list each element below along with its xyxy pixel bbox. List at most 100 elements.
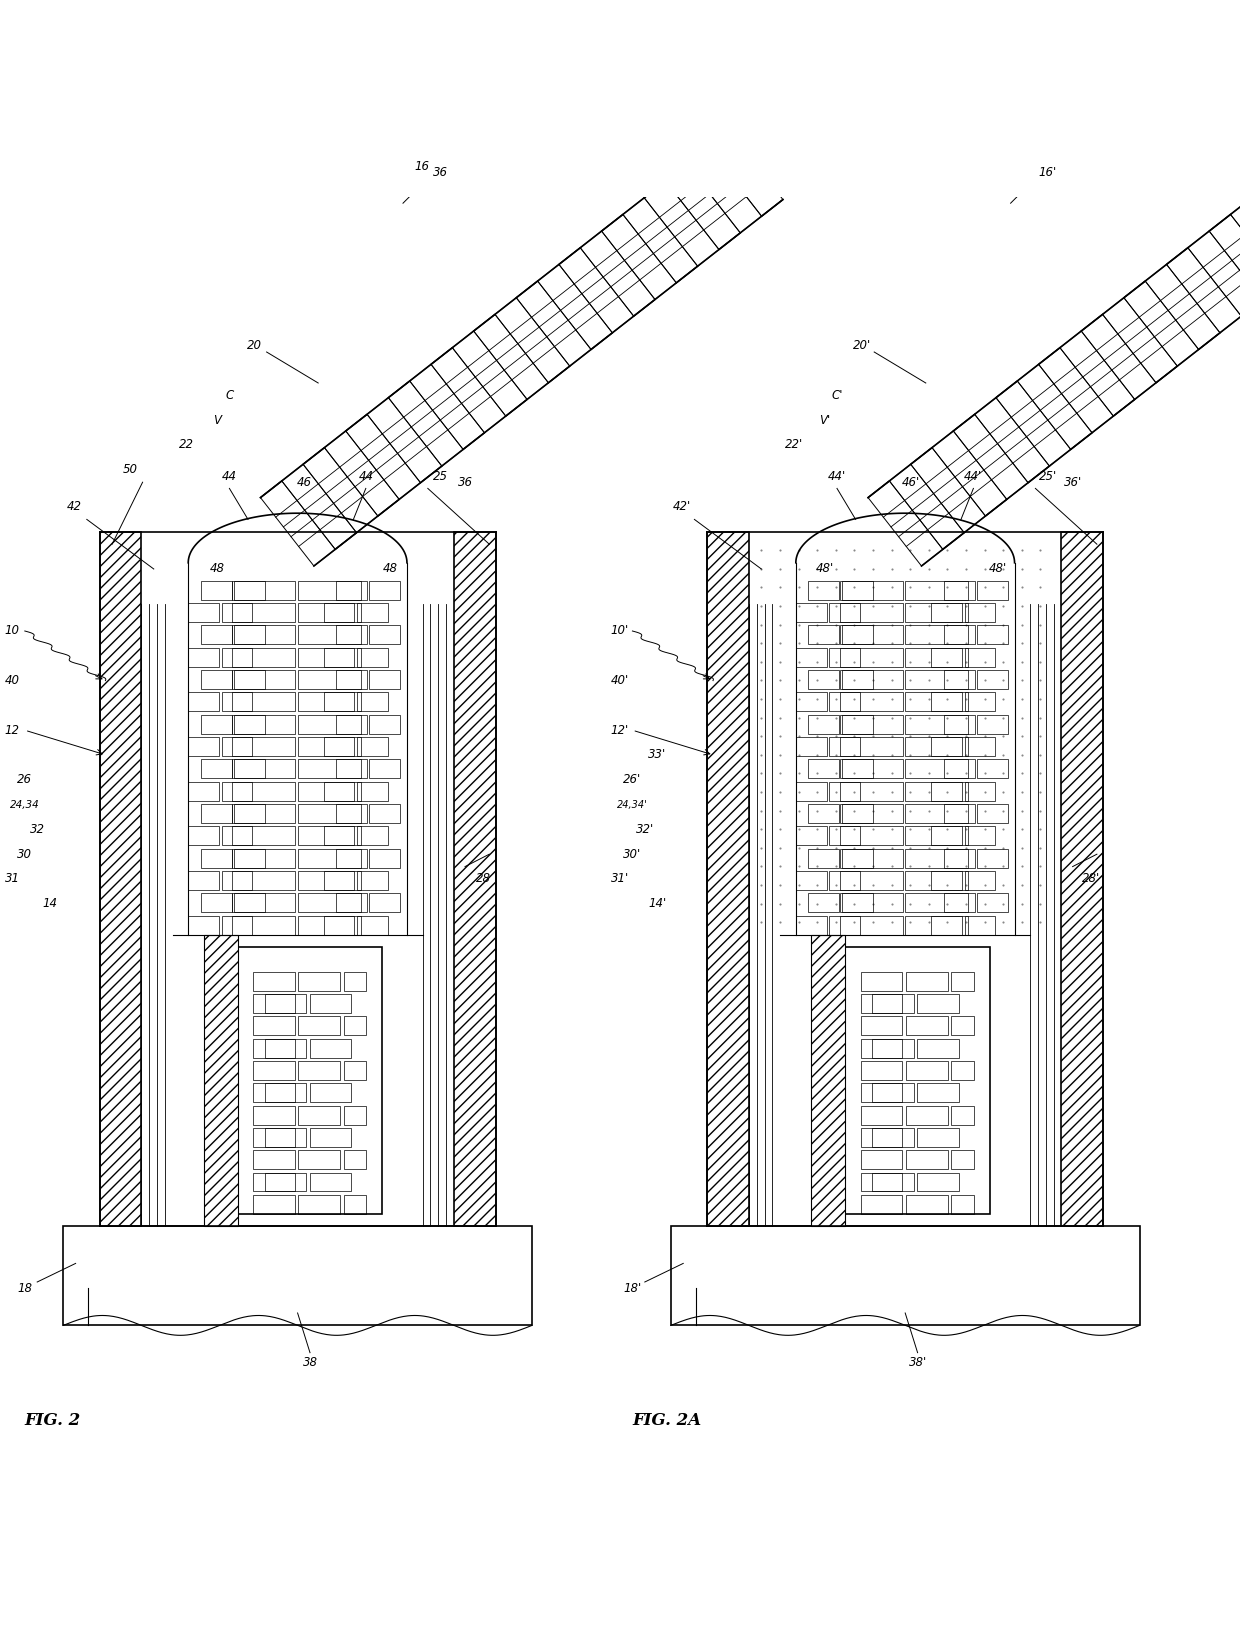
Bar [232,915,295,935]
Bar [965,737,996,757]
Bar [253,1083,295,1103]
Bar [977,670,1008,690]
Bar [861,993,903,1013]
Bar [977,626,1008,644]
Bar [842,804,873,824]
Bar [222,915,253,935]
Bar [796,737,827,757]
Bar [222,737,253,757]
Bar [931,871,962,891]
Bar [931,781,962,801]
Text: 46: 46 [296,475,311,489]
Bar [906,972,947,990]
Text: 18: 18 [17,1281,32,1294]
Bar [370,670,401,690]
Bar [944,760,975,778]
Bar [796,693,827,711]
Bar [298,714,361,734]
Bar [357,915,388,935]
Bar [324,737,355,757]
Bar [298,781,361,801]
Bar [370,626,401,644]
Bar [830,781,861,801]
Bar [906,1016,947,1036]
Bar [931,827,962,845]
Bar [188,737,219,757]
Text: 40: 40 [5,675,20,688]
Bar [222,871,253,891]
Bar [905,647,968,667]
Bar [872,1083,914,1103]
Bar [299,1194,340,1214]
Text: 32: 32 [30,824,45,837]
Text: 18': 18' [624,1281,641,1294]
Text: 26: 26 [17,773,32,786]
Bar [299,1106,340,1124]
Bar [965,915,996,935]
Bar [905,693,968,711]
Bar [232,626,295,644]
Bar [944,894,975,912]
Text: 24,34': 24,34' [618,799,647,809]
Bar [808,760,839,778]
Bar [931,647,962,667]
Bar [906,1194,947,1214]
Bar [977,804,1008,824]
Bar [905,714,968,734]
Bar [253,1127,295,1147]
Bar [906,1106,947,1124]
Bar [298,848,361,868]
Bar [839,580,903,600]
Bar [343,1060,366,1080]
Text: 32': 32' [636,824,653,837]
Text: 44: 44 [358,469,373,482]
Bar [861,1060,903,1080]
Bar [310,993,351,1013]
Text: C: C [226,389,233,402]
Bar [861,1173,903,1191]
Bar [839,871,903,891]
Bar [343,1106,366,1124]
Text: 25': 25' [1039,469,1056,482]
Bar [201,580,232,600]
Bar [931,603,962,623]
Bar [324,693,355,711]
Bar [842,626,873,644]
Bar [861,972,903,990]
Text: 16: 16 [414,160,429,173]
Bar [944,580,975,600]
Bar [63,1226,532,1325]
Bar [298,760,361,778]
Bar [830,915,861,935]
Bar [201,670,232,690]
Text: 31: 31 [5,873,20,886]
Bar [357,693,388,711]
Bar [977,894,1008,912]
Bar [299,1016,340,1036]
Bar [336,804,367,824]
Bar [298,603,361,623]
Bar [808,580,839,600]
Text: 30': 30' [624,848,641,861]
Bar [931,737,962,757]
Bar [222,603,253,623]
Bar [324,603,355,623]
Bar [336,848,367,868]
Bar [839,714,903,734]
Bar [357,781,388,801]
Bar [977,848,1008,868]
Bar [253,1106,295,1124]
Bar [839,848,903,868]
Text: 38: 38 [303,1356,317,1369]
Bar [264,1083,306,1103]
Text: V': V' [818,413,831,426]
Bar [944,670,975,690]
Bar [234,626,265,644]
Text: FIG. 2A: FIG. 2A [632,1412,702,1430]
Text: 48: 48 [383,562,398,575]
Bar [842,848,873,868]
Bar [370,580,401,600]
Bar [918,993,959,1013]
Bar [839,693,903,711]
Bar [977,580,1008,600]
